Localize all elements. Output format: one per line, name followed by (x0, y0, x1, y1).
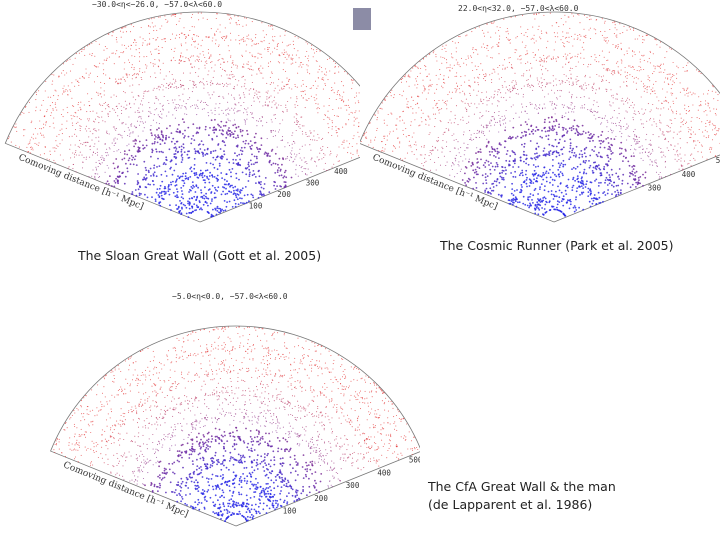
wedge-outline (360, 11, 720, 223)
tick-label: 100 (283, 507, 297, 516)
wedge-outline (4, 11, 360, 223)
tick-label: 400 (334, 167, 348, 176)
panel3-header: −5.0<η<0.0, −57.0<λ<60.0 (172, 292, 288, 301)
galaxy-points (7, 12, 360, 219)
tick-label: 500 (716, 156, 720, 165)
caption-sloan-great-wall: The Sloan Great Wall (Gott et al. 2005) (78, 248, 322, 263)
tick-label: 300 (346, 481, 360, 490)
caption-cosmic-runner: The Cosmic Runner (Park et al. 2005) (440, 238, 674, 253)
tick-label: 300 (648, 184, 662, 193)
galaxy-points (53, 326, 419, 522)
wedge-plot-2: 500400300Comoving distance [h⁻¹ Mpc] (360, 11, 720, 223)
slide-marker (353, 8, 371, 30)
wedge-plot-3: 500400300200100Comoving distance [h⁻¹ Mp… (50, 325, 420, 527)
caption-line-1: The CfA Great Wall & the man (428, 479, 616, 494)
panel2-header: 22.0<η<32.0, −57.0<λ<60.0 (458, 4, 579, 13)
tick-label: 400 (682, 170, 696, 179)
caption-cfa-great-wall: The CfA Great Wall & the man (de Lappare… (428, 478, 668, 514)
cosmic-runner-plot: 500400300Comoving distance [h⁻¹ Mpc] (360, 0, 720, 240)
wedge-plot-1: 600500400300200100Comoving distance [h⁻¹… (4, 11, 360, 223)
wedge-boundary (50, 325, 420, 527)
distance-ticks: 600500400300200100 (249, 167, 348, 211)
wedge-boundary (4, 11, 360, 223)
distance-ticks: 500 400 300 (648, 156, 720, 193)
tick-label: 300 (306, 179, 320, 188)
tick-label: 200 (277, 190, 291, 199)
wedge-outline (50, 325, 420, 527)
wedge-boundary (360, 11, 720, 223)
caption-line-2: (de Lapparent et al. 1986) (428, 497, 593, 512)
tick-label: 200 (314, 494, 328, 503)
galaxy-points (360, 12, 720, 217)
sloan-great-wall-plot: 600500400300200100Comoving distance [h⁻¹… (0, 0, 360, 240)
cfa-great-wall-plot: 500400300200100Comoving distance [h⁻¹ Mp… (0, 290, 420, 540)
distance-ticks: 500 400 300 200 100 (283, 456, 420, 516)
tick-label: 400 (377, 468, 391, 477)
tick-label: 500 (409, 456, 420, 465)
panel1-header: −30.0<η<−26.0, −57.0<λ<60.0 (92, 0, 223, 9)
tick-label: 100 (249, 202, 263, 211)
